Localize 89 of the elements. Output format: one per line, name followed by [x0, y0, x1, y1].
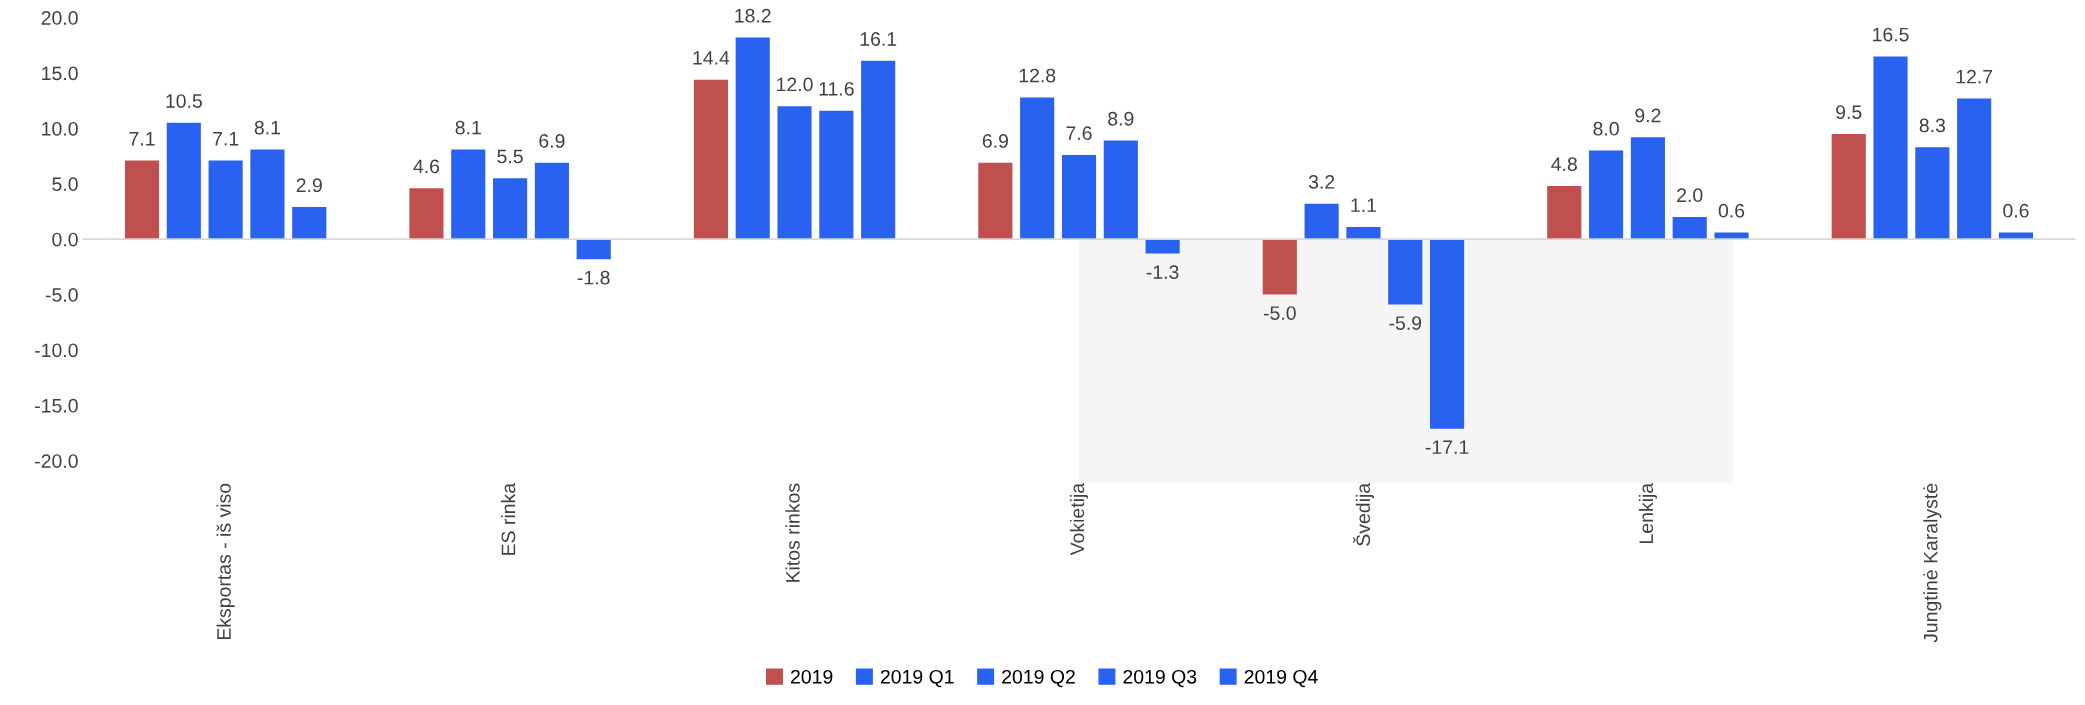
data-label: 8.9 [1108, 111, 1134, 126]
bar [1103, 140, 1138, 240]
legend-label: 2019 [791, 669, 833, 684]
bar [1915, 147, 1950, 240]
y-tick-label: -20.0 [35, 454, 78, 468]
data-label: 9.2 [1635, 108, 1661, 123]
bar [1957, 98, 1992, 240]
y-tick-label: -10.0 [35, 343, 78, 358]
bar [693, 79, 728, 240]
bar [1145, 239, 1180, 254]
legend-label: 2019 Q1 [880, 669, 954, 688]
data-label: -5.0 [1263, 306, 1296, 320]
bar [1304, 203, 1339, 240]
x-tick-label: ES rinka [501, 482, 516, 555]
data-label: 0.6 [1718, 203, 1745, 218]
data-label: 4.8 [1551, 157, 1577, 172]
bar [1831, 133, 1866, 240]
bar [819, 110, 854, 240]
bar [292, 207, 327, 240]
y-tick-label: -15.0 [35, 398, 78, 413]
x-tick-label: Lenkija [1638, 482, 1657, 543]
legend-label: 2019 Q4 [1244, 669, 1318, 688]
bar [451, 149, 486, 240]
bar [861, 60, 896, 240]
data-label: 11.6 [819, 81, 854, 96]
x-tick-label: Vokietija [1069, 482, 1089, 556]
data-label: -1.8 [577, 270, 610, 285]
data-label: 10.5 [166, 94, 202, 108]
data-label: -5.9 [1389, 316, 1422, 330]
data-label: -1.3 [1146, 265, 1179, 279]
bar [1346, 227, 1381, 240]
data-label: 2.9 [296, 178, 322, 193]
bar [1672, 217, 1707, 240]
data-label: 14.4 [693, 51, 730, 65]
bar [576, 239, 611, 260]
bar [735, 37, 770, 240]
y-tick-label: 15.0 [42, 66, 78, 81]
legend-label: 2019 Q2 [1002, 669, 1075, 688]
data-label: 4.6 [413, 159, 440, 174]
data-label: 1.1 [1351, 198, 1377, 212]
bar [1630, 137, 1665, 240]
x-tick-label: Eksportas - iš viso [216, 483, 235, 640]
x-tick-label: Švedija [1352, 482, 1374, 546]
bar [1020, 97, 1055, 240]
data-label: 12.7 [1956, 69, 1993, 84]
data-label: 6.9 [982, 134, 1008, 148]
data-label: 7.6 [1066, 126, 1092, 141]
bar [1873, 56, 1908, 240]
bar [166, 122, 201, 240]
data-label: 9.5 [1836, 105, 1862, 119]
bar [978, 162, 1013, 240]
data-label: 16.5 [1873, 27, 1909, 42]
bar [124, 160, 160, 240]
y-tick-label: -5.0 [45, 288, 78, 302]
data-label: 12.0 [777, 77, 813, 92]
bar [409, 188, 444, 240]
y-tick-label: 20.0 [41, 11, 78, 25]
bar [534, 162, 569, 240]
bar [1430, 239, 1465, 429]
bar [777, 106, 812, 240]
data-label: 8.1 [455, 120, 481, 135]
data-label: 8.0 [1593, 121, 1619, 136]
data-label: 7.1 [129, 132, 155, 146]
data-label: 12.8 [1019, 68, 1056, 83]
bar [250, 149, 285, 240]
legend-label: 2019 Q3 [1123, 669, 1197, 688]
data-label: 0.6 [2003, 203, 2029, 218]
data-label: 8.1 [254, 120, 281, 135]
y-tick-label: 5.0 [52, 177, 78, 192]
data-label: 5.5 [497, 149, 523, 164]
data-label: 18.2 [735, 8, 771, 23]
data-label: 8.3 [1919, 118, 1946, 133]
data-label: 7.1 [213, 132, 239, 146]
y-tick-label: 0.0 [52, 232, 78, 247]
bar [1388, 239, 1423, 305]
bar [1547, 186, 1582, 240]
x-tick-label: Kitos rinkos [785, 483, 800, 582]
y-tick-label: 10.0 [42, 121, 78, 136]
data-label: 3.2 [1308, 175, 1335, 189]
bar [208, 160, 243, 240]
data-label: -17.1 [1425, 440, 1469, 454]
data-label: 6.9 [539, 134, 565, 148]
x-tick-label: Jungtinė Karalystė [1923, 483, 1942, 643]
bar [1061, 155, 1097, 240]
bar [493, 178, 528, 240]
bar [1262, 239, 1297, 295]
data-label: 2.0 [1677, 188, 1703, 203]
data-label: 16.1 [860, 32, 897, 46]
bar [1589, 150, 1624, 240]
